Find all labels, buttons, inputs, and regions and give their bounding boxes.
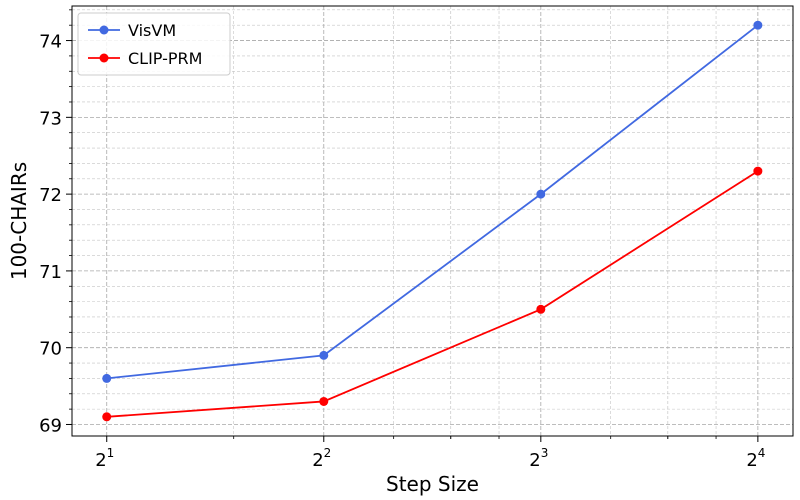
- legend-marker: [99, 53, 109, 63]
- x-axis-label: Step Size: [386, 472, 479, 496]
- series-line-1: [106, 170, 759, 418]
- series-line-0: [106, 24, 759, 380]
- x-tick-label: 22: [312, 446, 331, 471]
- legend-marker: [99, 25, 109, 35]
- data-point: [536, 304, 546, 314]
- series-layer: [102, 20, 763, 422]
- legend: VisVM CLIP-PRM: [77, 12, 231, 76]
- data-point: [536, 189, 546, 199]
- x-tick-base: 2: [529, 450, 540, 471]
- y-tick-label: 72: [39, 185, 62, 206]
- legend-box: [77, 12, 231, 76]
- x-tick-exponent: 1: [107, 446, 115, 460]
- x-tick-base: 2: [312, 450, 323, 471]
- y-tick-label: 73: [39, 108, 62, 129]
- x-tick-base: 2: [95, 450, 106, 471]
- data-point: [319, 396, 329, 406]
- y-tick-label: 74: [39, 32, 62, 53]
- x-tick-exponent: 2: [324, 446, 332, 460]
- x-tick-label: 23: [529, 446, 548, 471]
- x-tick-base: 2: [746, 450, 757, 471]
- minor-gridlines: [72, 6, 793, 436]
- legend-label: VisVM: [128, 21, 176, 40]
- data-point: [102, 412, 112, 422]
- x-tick-label: 24: [746, 446, 765, 471]
- y-axis-label: 100-CHAIRs: [7, 162, 31, 280]
- x-tick-exponent: 3: [541, 446, 549, 460]
- plot-frame: [71, 5, 794, 437]
- data-point: [102, 373, 112, 383]
- data-point: [753, 20, 763, 30]
- legend-label: CLIP-PRM: [128, 49, 202, 68]
- y-tick-label: 71: [39, 262, 62, 283]
- y-tick-label: 69: [39, 415, 62, 436]
- x-tick-exponent: 4: [758, 446, 766, 460]
- data-point: [319, 350, 329, 360]
- x-tick-label: 21: [95, 446, 114, 471]
- data-point: [753, 166, 763, 176]
- y-tick-label: 70: [39, 339, 62, 360]
